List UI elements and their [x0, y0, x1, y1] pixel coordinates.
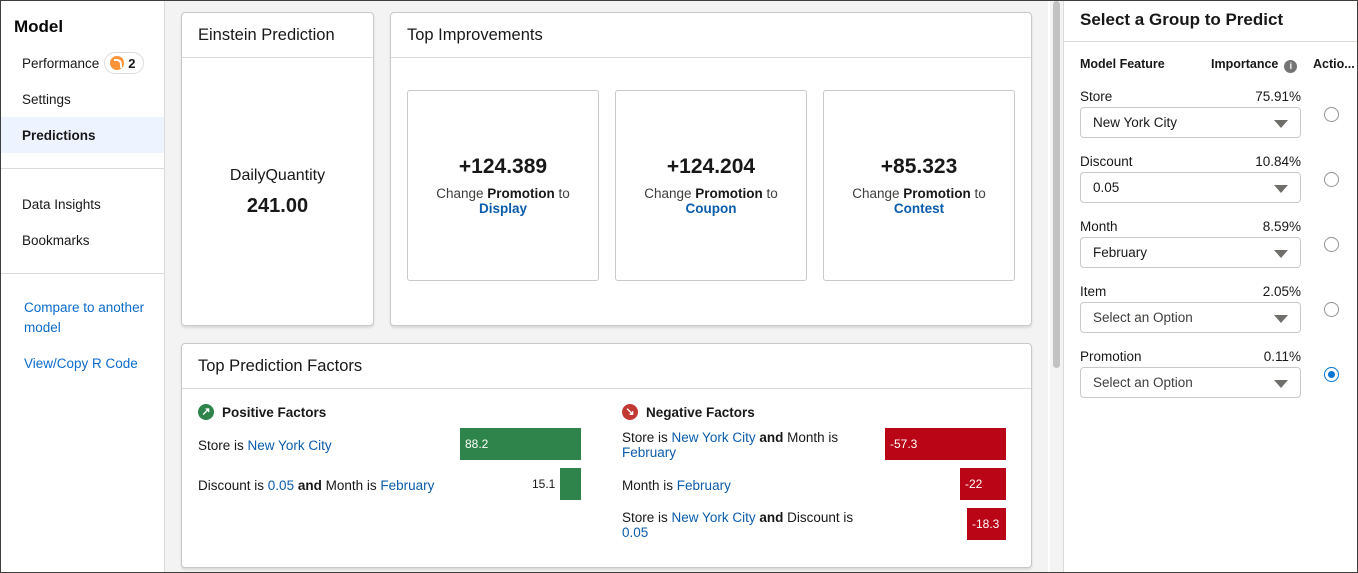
store-select[interactable]: New York City	[1080, 107, 1301, 138]
feature-name: Discount	[1080, 154, 1133, 169]
factor-bar	[560, 468, 581, 500]
sidebar-item-predictions[interactable]: Predictions	[1, 117, 164, 153]
view-r-code-link[interactable]: View/Copy R Code	[24, 356, 138, 371]
action-radio-promotion[interactable]	[1324, 367, 1339, 382]
card-title: Top Prediction Factors	[182, 344, 1031, 389]
factor-row: Store is New York City and Discount is 0.…	[622, 510, 854, 540]
improvement-value: +124.389	[458, 155, 548, 178]
month-select[interactable]: February	[1080, 237, 1301, 268]
improvement-tile[interactable]: +124.204 Change Promotion to Coupon	[615, 90, 807, 281]
action-radio-store[interactable]	[1324, 107, 1339, 122]
improvement-target: Contest	[893, 201, 945, 216]
action-radio-discount[interactable]	[1324, 172, 1339, 187]
sidebar-item-label: Predictions	[22, 127, 96, 143]
improvement-desc: Change Promotion to	[644, 186, 778, 201]
chevron-down-icon	[1274, 380, 1288, 388]
improvement-target: Coupon	[685, 201, 737, 216]
sidebar-item-performance[interactable]: Performance 2	[1, 45, 164, 81]
promotion-select[interactable]: Select an Option	[1080, 367, 1301, 398]
scrollbar-thumb[interactable]	[1053, 1, 1060, 368]
info-icon[interactable]: i	[1284, 59, 1298, 73]
chevron-down-icon	[1274, 250, 1288, 258]
improvement-desc: Change Promotion to	[436, 186, 570, 201]
main-content: Einstein Prediction DailyQuantity 241.00…	[165, 1, 1048, 572]
arrow-up-right-icon: ↗	[198, 404, 214, 420]
feature-name: Store	[1080, 89, 1113, 104]
improvement-tile[interactable]: +124.389 Change Promotion to Display	[407, 90, 599, 281]
badge-count: 2	[128, 55, 136, 71]
col-header-feature: Model Feature	[1080, 57, 1165, 71]
factor-bar: -18.3	[967, 508, 1006, 540]
action-radio-month[interactable]	[1324, 237, 1339, 252]
action-radio-item[interactable]	[1324, 302, 1339, 317]
sidebar-divider	[1, 273, 165, 274]
improvement-desc: Change Promotion to	[852, 186, 986, 201]
prediction-value: 241.00	[246, 195, 309, 217]
feature-name: Item	[1080, 284, 1107, 299]
feature-importance: 10.84%	[1255, 154, 1301, 169]
predict-group-panel: Select a Group to Predict Model Feature …	[1063, 1, 1358, 572]
feature-importance: 8.59%	[1262, 219, 1301, 234]
feature-importance: 2.05%	[1262, 284, 1301, 299]
sidebar-title: Model	[14, 17, 64, 36]
top-prediction-factors-card: Top Prediction Factors ↗ Positive Factor…	[181, 343, 1032, 568]
card-title: Einstein Prediction	[182, 13, 373, 58]
factor-row: Discount is 0.05 and Month is February	[198, 478, 435, 493]
positive-factors-heading: ↗ Positive Factors	[198, 404, 326, 420]
factor-bar: -57.3	[885, 428, 1006, 460]
factor-row: Month is February	[622, 478, 731, 493]
improvement-tile[interactable]: +85.323 Change Promotion to Contest	[823, 90, 1015, 281]
einstein-prediction-card: Einstein Prediction DailyQuantity 241.00	[181, 12, 374, 326]
top-improvements-card: Top Improvements +124.389 Change Promoti…	[390, 12, 1032, 326]
arrow-down-right-icon: ↘	[622, 404, 638, 420]
sidebar-item-label: Performance	[22, 55, 100, 71]
factor-bar: 88.2	[460, 428, 581, 460]
sidebar-item-settings[interactable]: Settings	[1, 81, 164, 117]
sidebar-item-label: Bookmarks	[22, 232, 90, 248]
sidebar-item-data-insights[interactable]: Data Insights	[1, 186, 164, 222]
improvement-target: Display	[478, 201, 528, 216]
chevron-down-icon	[1274, 185, 1288, 193]
sidebar-divider	[1, 168, 165, 169]
discount-select[interactable]: 0.05	[1080, 172, 1301, 203]
feature-name: Promotion	[1080, 349, 1142, 364]
factor-bar: -22	[960, 468, 1006, 500]
panel-title: Select a Group to Predict	[1080, 10, 1284, 29]
prediction-label: DailyQuantity	[229, 167, 326, 184]
compare-model-link[interactable]: Compare to another model	[24, 300, 145, 335]
chevron-down-icon	[1274, 120, 1288, 128]
sidebar-item-label: Data Insights	[22, 196, 101, 212]
feature-name: Month	[1080, 219, 1118, 234]
panel-divider	[1064, 41, 1358, 42]
chevron-down-icon	[1274, 315, 1288, 323]
card-title: Top Improvements	[391, 13, 1031, 58]
negative-factors-heading: ↘ Negative Factors	[622, 404, 755, 420]
sidebar: Model Performance 2 Settings Predictions…	[1, 1, 165, 572]
improvement-value: +124.204	[666, 155, 756, 178]
item-select[interactable]: Select an Option	[1080, 302, 1301, 333]
factor-row: Store is New York City	[198, 438, 332, 453]
col-header-action: Actio...	[1313, 57, 1355, 71]
sidebar-item-label: Settings	[22, 91, 71, 107]
main-scrollbar[interactable]	[1050, 1, 1063, 572]
factor-bar-value: 15.1	[532, 477, 556, 491]
improvement-value: +85.323	[880, 155, 958, 178]
factor-row: Store is New York City and Month is Febru…	[622, 430, 839, 460]
feature-importance: 0.11%	[1263, 349, 1301, 364]
einstein-alert-icon	[110, 56, 125, 70]
performance-badge: 2	[104, 52, 144, 74]
col-header-importance: Importance i	[1211, 57, 1298, 73]
sidebar-item-bookmarks[interactable]: Bookmarks	[1, 222, 164, 258]
feature-importance: 75.91%	[1255, 89, 1301, 104]
